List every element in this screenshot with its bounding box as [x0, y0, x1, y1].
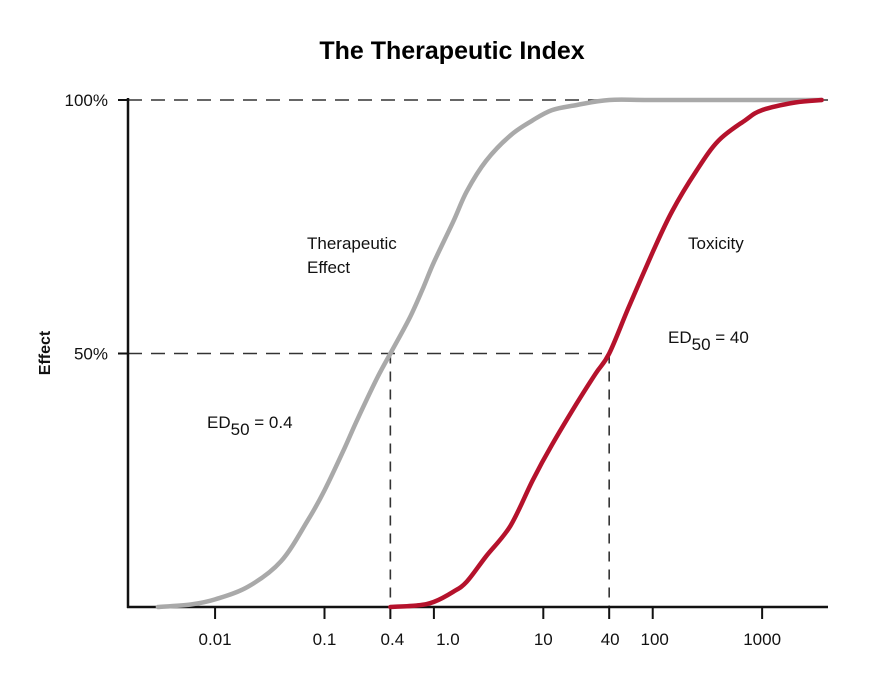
x-tick-label: 100 — [641, 630, 669, 649]
toxicity-label: Toxicity — [688, 234, 744, 253]
toxicity-curve — [388, 97, 824, 610]
therapeutic-effect-curve — [155, 97, 824, 610]
x-tick-label: 0.01 — [199, 630, 232, 649]
series-labels: Therapeutic Effect Toxicity ED50 = 0.4 ED50 … — [207, 234, 749, 439]
x-tick-label: 40 — [601, 630, 620, 649]
x-tick-label: 0.1 — [313, 630, 337, 649]
x-tick-label: 1.0 — [436, 630, 460, 649]
y-ticks: 50% 100% — [65, 91, 128, 364]
chart-title: The Therapeutic Index — [319, 37, 584, 65]
x-ticks: 0.01 0.1 0.4 1.0 10 40 100 1000 — [199, 607, 781, 649]
x-tick-label: 0.4 — [381, 630, 405, 649]
therapeutic-effect-label: Therapeutic Effect — [307, 234, 397, 277]
x-tick-label: 1000 — [743, 630, 781, 649]
curves — [155, 97, 824, 610]
ed50-toxicity-label: ED50 = 40 — [668, 328, 749, 354]
x-tick-label: 10 — [534, 630, 553, 649]
y-tick-label: 100% — [65, 91, 108, 110]
y-axis-label: Effect — [37, 330, 54, 375]
y-tick-label: 50% — [74, 345, 108, 364]
ed50-therapeutic-label: ED50 = 0.4 — [207, 413, 293, 439]
